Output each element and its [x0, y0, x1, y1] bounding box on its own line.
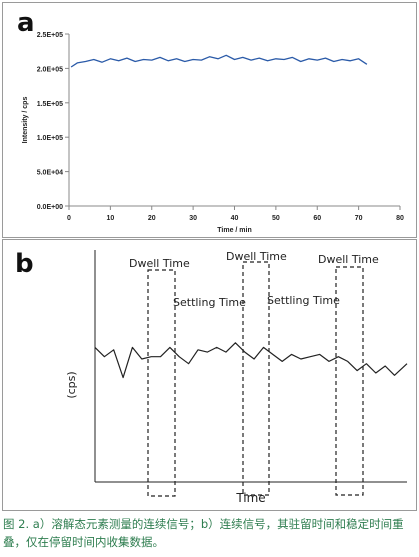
- x-axis-label-a: Time / min: [217, 227, 252, 234]
- x-tick-label-a: 50: [272, 215, 280, 222]
- y-axis-label-b: (cps): [65, 371, 78, 398]
- dwell-time-label: Dwell Time: [318, 253, 379, 266]
- y-tick-label-a: 0.0E+00: [37, 204, 63, 211]
- dwell-time-window: [242, 261, 270, 496]
- panel-b: b Time (cps) Dwell Time Settling Time Dwell T…: [2, 239, 417, 511]
- x-tick-label-a: 10: [106, 215, 114, 222]
- figure-caption: 图 2. a）溶解态元素测量的连续信号；b）连续信号，其驻留时间和稳定时间重叠，…: [3, 517, 404, 549]
- y-tick-label-a: 1.5E+05: [37, 101, 63, 108]
- settling-time-label: Settling Time: [267, 294, 340, 307]
- panel-label-b: b: [15, 249, 34, 279]
- settling-time-label: Settling Time: [173, 296, 246, 309]
- y-axis-label-a: Intensity / cps: [22, 97, 29, 144]
- series-line-b: [94, 342, 408, 379]
- dwell-time-window: [335, 266, 364, 496]
- chart-b: b Time (cps) Dwell Time Settling Time Dwell T…: [15, 249, 408, 505]
- x-tick-label-a: 20: [148, 215, 156, 222]
- chart-a: a 0.0E+00 5.0E+04 1.0E+05 1.5E+05 2.0E+05 2.5E…: [17, 8, 404, 234]
- y-tick-label-a: 5.0E+04: [37, 170, 63, 177]
- y-tick-label-a: 2.0E+05: [37, 66, 63, 73]
- x-tick-label-a: 60: [313, 215, 321, 222]
- x-tick-label-a: 30: [189, 215, 197, 222]
- y-tick-label-a: 2.5E+05: [37, 32, 63, 39]
- dwell-time-window: [147, 269, 176, 497]
- x-tick-label-a: 80: [396, 215, 404, 222]
- series-line-a: [70, 54, 368, 68]
- y-tick-label-a: 1.0E+05: [37, 135, 63, 142]
- x-tick-label-a: 70: [355, 215, 363, 222]
- x-axis-label-b: Time: [235, 491, 265, 505]
- x-tick-label-a: 0: [67, 215, 71, 222]
- dwell-time-label: Dwell Time: [226, 250, 287, 263]
- x-tick-label-a: 40: [231, 215, 239, 222]
- dwell-time-label: Dwell Time: [129, 257, 190, 270]
- panel-a: a 0.0E+00 5.0E+04 1.0E+05 1.5E+05 2.0E+05 2.5E…: [2, 2, 417, 238]
- panel-label-a: a: [17, 8, 35, 38]
